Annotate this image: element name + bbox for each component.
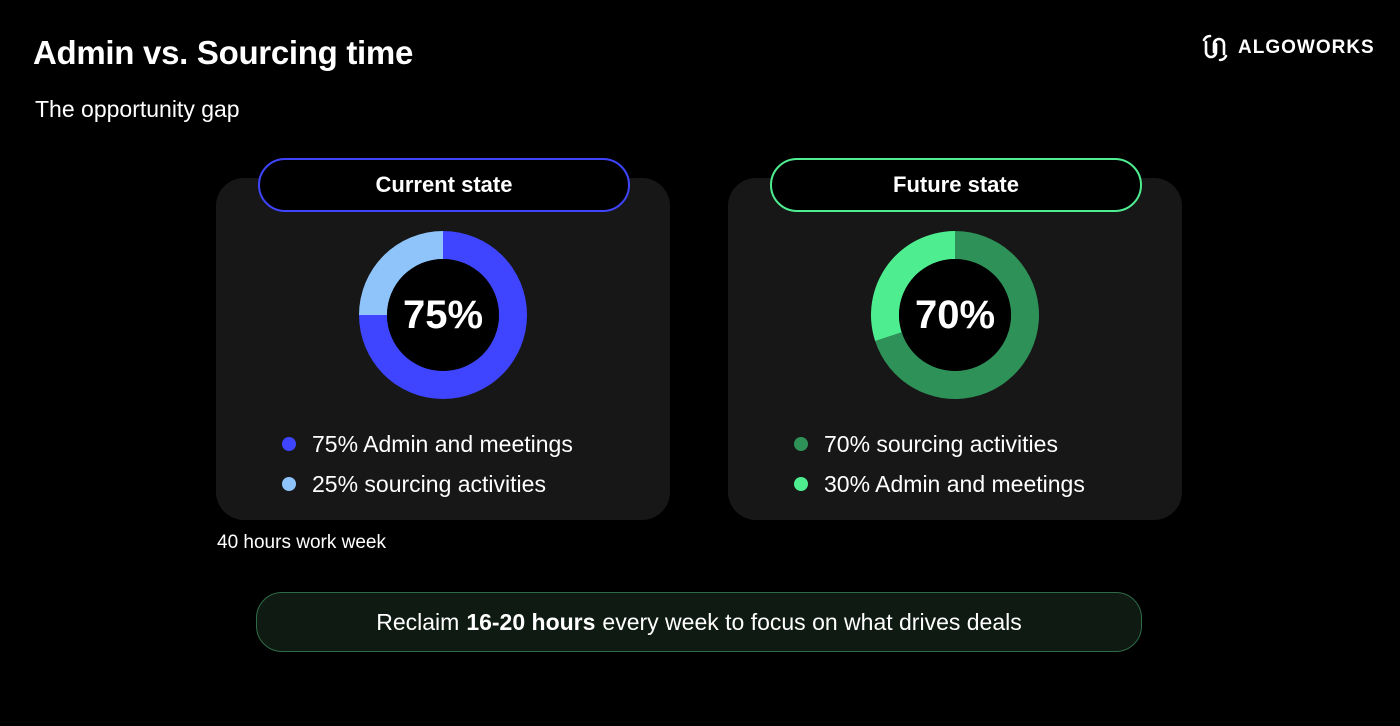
algoworks-logo: ALGOWORKS: [1200, 30, 1375, 66]
legend-dot-sourcing: [794, 437, 808, 451]
footnote: 40 hours work week: [217, 532, 386, 553]
algoworks-logo-icon: [1202, 34, 1228, 62]
future-state-center-label: 70%: [914, 292, 996, 337]
banner-suffix: every week to focus on what drives deals: [602, 608, 1022, 635]
donut-slice-1: [871, 231, 955, 341]
logo-text: ALGOWORKS: [1238, 37, 1375, 58]
future-state-legend: 70% sourcing activities 30% Admin and me…: [794, 424, 1085, 504]
legend-dot-admin: [794, 477, 808, 491]
current-state-heading: Current state: [258, 158, 630, 212]
current-state-legend: 75% Admin and meetings 25% sourcing acti…: [282, 424, 573, 504]
banner-prefix: Reclaim: [376, 608, 460, 635]
legend-dot-admin: [282, 437, 296, 451]
page-title: Admin vs. Sourcing time: [33, 34, 413, 71]
donut-hole: [387, 259, 499, 371]
legend-item: 30% Admin and meetings: [794, 464, 1085, 504]
legend-label: 70% sourcing activities: [824, 430, 1058, 457]
current-state-donut: 75%: [359, 231, 527, 399]
current-state-center-label: 75%: [402, 292, 484, 337]
legend-item: 25% sourcing activities: [282, 464, 573, 504]
legend-dot-sourcing: [282, 477, 296, 491]
future-state-donut-svg: [871, 231, 1039, 399]
donut-slice-1: [359, 231, 443, 315]
legend-item: 70% sourcing activities: [794, 424, 1085, 464]
donut-slice-0: [359, 231, 527, 399]
future-state-donut: 70%: [871, 231, 1039, 399]
reclaim-banner: Reclaim 16-20 hours every week to focus …: [256, 592, 1142, 652]
legend-label: 75% Admin and meetings: [312, 430, 573, 457]
legend-item: 75% Admin and meetings: [282, 424, 573, 464]
legend-label: 30% Admin and meetings: [824, 470, 1085, 497]
current-state-donut-svg: [359, 231, 527, 399]
donut-slice-0: [875, 231, 1039, 399]
donut-hole: [899, 259, 1011, 371]
legend-label: 25% sourcing activities: [312, 470, 546, 497]
banner-highlight: 16-20 hours: [466, 608, 596, 635]
page-subtitle: The opportunity gap: [35, 96, 240, 122]
future-state-heading: Future state: [770, 158, 1142, 212]
